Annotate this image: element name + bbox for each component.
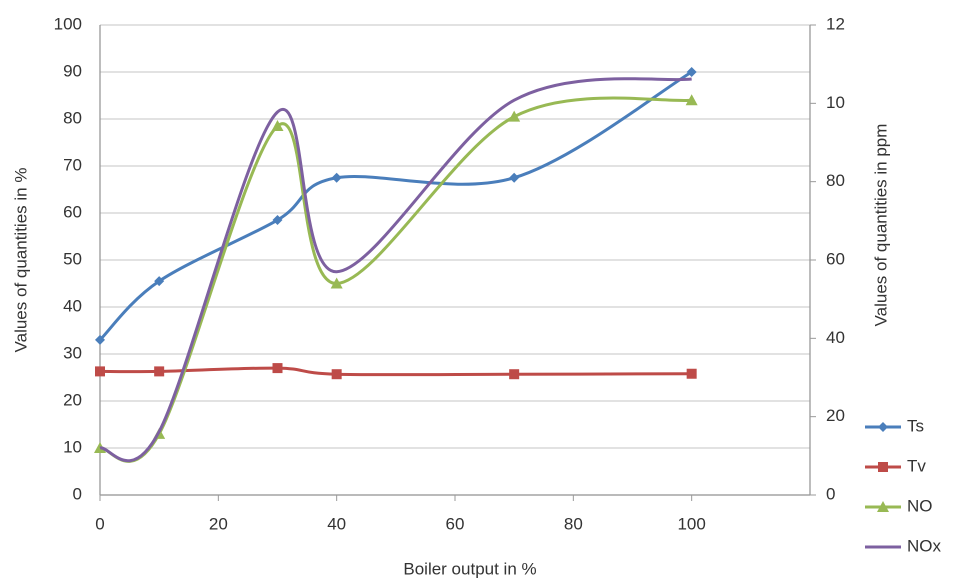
marker: [95, 334, 105, 345]
marker: [154, 276, 165, 287]
legend-label: Tv: [907, 456, 926, 475]
marker: [509, 369, 520, 380]
y-tick-label: 40: [63, 296, 82, 315]
y-tick-label: 100: [54, 14, 82, 33]
y-axis-title: Values of quantities in %: [11, 168, 30, 353]
marker: [271, 120, 284, 132]
marker: [272, 363, 283, 374]
series-line: [98, 70, 693, 341]
y-tick-label: 30: [63, 343, 82, 362]
legend-label: NO: [907, 496, 933, 515]
legend-label: Ts: [907, 416, 924, 435]
marker: [95, 366, 105, 377]
marker: [686, 67, 697, 77]
marker: [331, 172, 342, 183]
y-tick-label: 90: [63, 61, 82, 80]
marker: [878, 462, 888, 472]
marker: [508, 110, 521, 122]
y-tick-label: 10: [63, 437, 82, 456]
marker: [877, 501, 889, 512]
marker: [154, 366, 165, 377]
marker: [330, 277, 343, 289]
y-tick-label: 70: [63, 155, 82, 174]
y-tick-label: 60: [63, 202, 82, 221]
marker: [509, 172, 520, 183]
x-tick-label: 100: [677, 514, 705, 533]
marker: [272, 215, 283, 226]
legend-label: NOx: [907, 536, 942, 555]
marker: [331, 369, 342, 380]
series-line: [99, 77, 692, 463]
marker: [686, 368, 697, 379]
x-axis-title: Boiler output in %: [403, 559, 536, 578]
y2-tick-label: 20: [826, 406, 845, 425]
y2-tick-label: 80: [826, 171, 845, 190]
y2-tick-label: 60: [826, 249, 845, 268]
series-line: [99, 96, 692, 463]
marker: [685, 94, 698, 106]
x-tick-label: 40: [327, 514, 346, 533]
y2-tick-label: 0: [826, 484, 835, 503]
y-tick-label: 20: [63, 390, 82, 409]
x-tick-label: 0: [95, 514, 104, 533]
y-tick-label: 0: [73, 484, 82, 503]
x-tick-label: 60: [446, 514, 465, 533]
y2-tick-label: 12: [826, 14, 845, 33]
y2-tick-label: 40: [826, 328, 845, 347]
marker: [878, 422, 888, 432]
x-tick-label: 20: [209, 514, 228, 533]
x-tick-label: 80: [564, 514, 583, 533]
series-line: [99, 366, 692, 377]
y-tick-label: 50: [63, 249, 82, 268]
y-tick-label: 80: [63, 108, 82, 127]
y2-tick-label: 10: [826, 93, 845, 112]
y2-axis-title: Values of quantities in ppm: [871, 124, 890, 327]
